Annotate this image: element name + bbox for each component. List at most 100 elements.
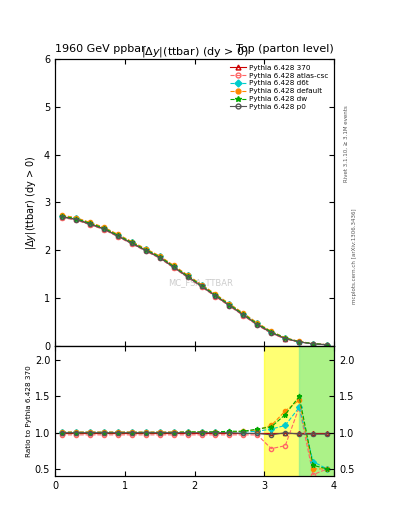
- Line: Pythia 6.428 default: Pythia 6.428 default: [60, 213, 329, 347]
- Pythia 6.428 370: [171, 264, 176, 270]
- Pythia 6.428 370: [255, 321, 260, 327]
- Pythia 6.428 dw: [171, 263, 176, 269]
- Pythia 6.428 atlas-csc: [311, 340, 316, 347]
- Pythia 6.428 default: [171, 262, 176, 268]
- Text: MC_FSA_TTBAR: MC_FSA_TTBAR: [168, 278, 233, 287]
- Pythia 6.428 dw: [101, 225, 106, 231]
- Pythia 6.428 default: [241, 310, 246, 316]
- Pythia 6.428 p0: [297, 339, 301, 345]
- Line: Pythia 6.428 370: Pythia 6.428 370: [60, 215, 329, 347]
- Pythia 6.428 dw: [255, 321, 260, 327]
- Pythia 6.428 dw: [213, 292, 218, 298]
- Pythia 6.428 p0: [269, 330, 274, 336]
- Y-axis label: $|\Delta y|$(ttbar) (dy > 0): $|\Delta y|$(ttbar) (dy > 0): [24, 155, 39, 250]
- Pythia 6.428 370: [101, 226, 106, 232]
- Pythia 6.428 370: [129, 240, 134, 246]
- Pythia 6.428 p0: [157, 254, 162, 261]
- Pythia 6.428 d6t: [73, 215, 78, 221]
- Pythia 6.428 p0: [171, 264, 176, 270]
- Pythia 6.428 d6t: [297, 338, 301, 345]
- Pythia 6.428 default: [269, 328, 274, 334]
- Pythia 6.428 dw: [157, 254, 162, 260]
- Pythia 6.428 atlas-csc: [143, 248, 148, 254]
- Pythia 6.428 p0: [311, 341, 316, 347]
- Pythia 6.428 370: [143, 247, 148, 253]
- Pythia 6.428 370: [88, 221, 92, 227]
- Pythia 6.428 d6t: [325, 342, 329, 348]
- Pythia 6.428 370: [199, 283, 204, 289]
- Pythia 6.428 370: [325, 342, 329, 348]
- Pythia 6.428 370: [185, 273, 190, 280]
- Pythia 6.428 atlas-csc: [73, 217, 78, 223]
- Pythia 6.428 370: [73, 216, 78, 222]
- Text: 1960 GeV ppbar: 1960 GeV ppbar: [55, 44, 146, 54]
- Pythia 6.428 default: [60, 212, 64, 218]
- Pythia 6.428 default: [157, 253, 162, 259]
- Pythia 6.428 atlas-csc: [129, 241, 134, 247]
- Pythia 6.428 atlas-csc: [269, 330, 274, 336]
- Pythia 6.428 dw: [325, 342, 329, 348]
- Bar: [299, 346, 334, 476]
- Line: Pythia 6.428 dw: Pythia 6.428 dw: [60, 214, 329, 347]
- Pythia 6.428 p0: [241, 312, 246, 318]
- Y-axis label: Ratio to Pythia 6.428 370: Ratio to Pythia 6.428 370: [26, 365, 32, 457]
- Pythia 6.428 p0: [73, 217, 78, 223]
- Pythia 6.428 d6t: [101, 225, 106, 231]
- Pythia 6.428 d6t: [60, 212, 64, 219]
- Title: $|\Delta y|$(ttbar) (dy > 0): $|\Delta y|$(ttbar) (dy > 0): [141, 45, 248, 59]
- Pythia 6.428 atlas-csc: [157, 255, 162, 261]
- Bar: [264, 346, 334, 476]
- Pythia 6.428 d6t: [283, 335, 288, 341]
- Line: Pythia 6.428 d6t: Pythia 6.428 d6t: [60, 214, 329, 347]
- Pythia 6.428 d6t: [116, 232, 120, 238]
- Pythia 6.428 d6t: [157, 253, 162, 260]
- Pythia 6.428 370: [213, 292, 218, 298]
- Pythia 6.428 dw: [88, 220, 92, 226]
- Pythia 6.428 dw: [185, 273, 190, 279]
- Pythia 6.428 default: [213, 291, 218, 297]
- Pythia 6.428 d6t: [241, 311, 246, 317]
- Pythia 6.428 d6t: [171, 263, 176, 269]
- Pythia 6.428 default: [129, 239, 134, 245]
- Pythia 6.428 p0: [213, 293, 218, 299]
- Pythia 6.428 d6t: [213, 291, 218, 297]
- Pythia 6.428 d6t: [185, 272, 190, 279]
- Pythia 6.428 p0: [283, 335, 288, 342]
- Pythia 6.428 dw: [227, 302, 232, 308]
- Pythia 6.428 atlas-csc: [88, 222, 92, 228]
- Pythia 6.428 p0: [60, 214, 64, 220]
- Pythia 6.428 atlas-csc: [213, 293, 218, 300]
- Pythia 6.428 default: [283, 334, 288, 340]
- Pythia 6.428 default: [311, 340, 316, 347]
- Pythia 6.428 d6t: [88, 220, 92, 226]
- Pythia 6.428 dw: [199, 283, 204, 289]
- Pythia 6.428 atlas-csc: [227, 303, 232, 309]
- Pythia 6.428 p0: [199, 284, 204, 290]
- Pythia 6.428 dw: [311, 340, 316, 347]
- Pythia 6.428 default: [88, 219, 92, 225]
- Pythia 6.428 default: [325, 342, 329, 348]
- Pythia 6.428 p0: [185, 274, 190, 280]
- Pythia 6.428 atlas-csc: [101, 226, 106, 232]
- Pythia 6.428 atlas-csc: [241, 312, 246, 318]
- Line: Pythia 6.428 atlas-csc: Pythia 6.428 atlas-csc: [60, 216, 329, 347]
- Pythia 6.428 atlas-csc: [297, 339, 301, 345]
- Pythia 6.428 370: [116, 233, 120, 239]
- Pythia 6.428 default: [297, 338, 301, 345]
- Pythia 6.428 dw: [129, 240, 134, 246]
- Pythia 6.428 atlas-csc: [116, 233, 120, 240]
- Text: Rivet 3.1.10, ≥ 3.1M events: Rivet 3.1.10, ≥ 3.1M events: [344, 105, 349, 182]
- Pythia 6.428 default: [116, 231, 120, 238]
- Pythia 6.428 dw: [60, 213, 64, 219]
- Text: Top (parton level): Top (parton level): [236, 44, 334, 54]
- Pythia 6.428 370: [157, 254, 162, 261]
- Pythia 6.428 default: [101, 224, 106, 230]
- Pythia 6.428 370: [283, 335, 288, 342]
- Pythia 6.428 default: [73, 215, 78, 221]
- Pythia 6.428 p0: [116, 233, 120, 239]
- Pythia 6.428 d6t: [269, 329, 274, 335]
- Pythia 6.428 p0: [88, 221, 92, 227]
- Pythia 6.428 p0: [255, 322, 260, 328]
- Pythia 6.428 default: [255, 319, 260, 326]
- Text: mcplots.cern.ch [arXiv:1306.3436]: mcplots.cern.ch [arXiv:1306.3436]: [352, 208, 357, 304]
